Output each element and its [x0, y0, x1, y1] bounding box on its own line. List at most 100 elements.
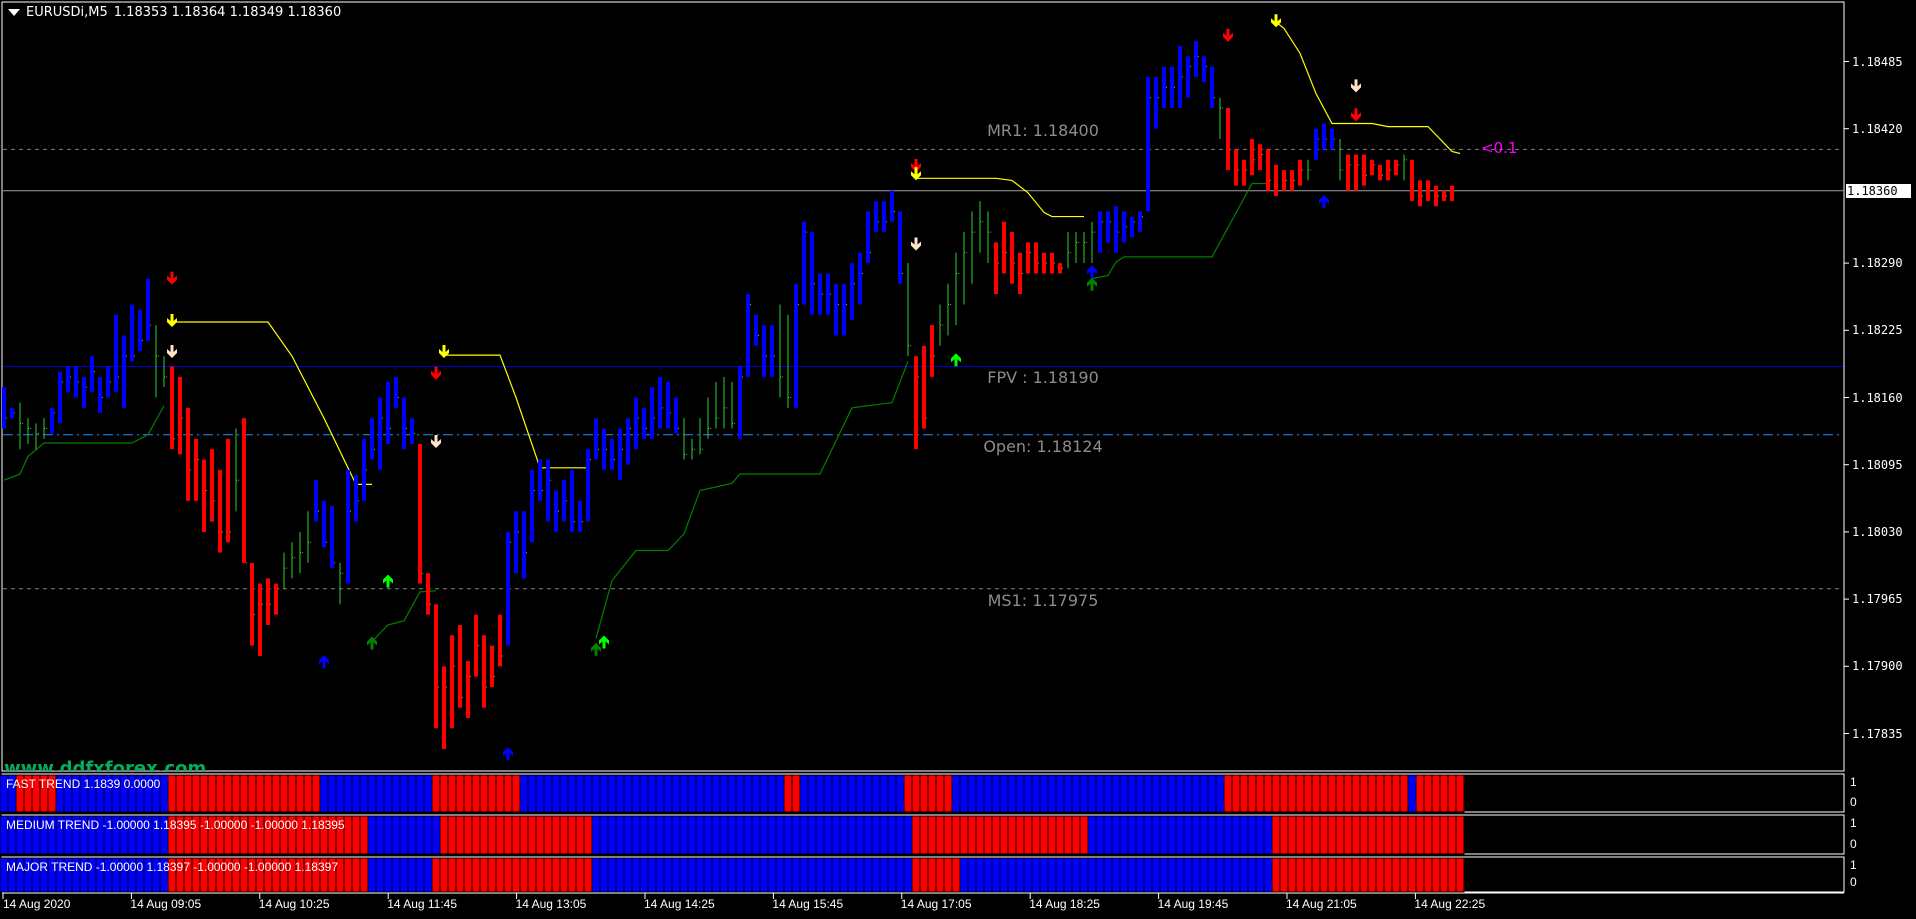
price-bar — [386, 381, 390, 445]
trend-cell — [807, 815, 817, 855]
trend-cell — [447, 815, 457, 855]
trend-cell — [519, 857, 529, 893]
price-bar — [1442, 190, 1446, 202]
trend-cell — [1199, 774, 1209, 813]
price-bar — [106, 366, 110, 398]
price-bar — [1282, 170, 1286, 191]
trend-cell — [1247, 774, 1257, 813]
trend-cell — [1263, 815, 1273, 855]
price-bar — [634, 397, 638, 450]
trend-cell — [487, 815, 497, 855]
trend-cell — [319, 774, 329, 813]
trend-cell — [1207, 815, 1217, 855]
trend-cell — [887, 774, 897, 813]
collapse-triangle-icon[interactable] — [8, 9, 20, 16]
trend-cell — [815, 774, 825, 813]
price-bar — [1026, 242, 1030, 274]
trend-cell — [455, 815, 465, 855]
trend-cell — [1255, 774, 1265, 813]
trend-cell — [1391, 857, 1401, 893]
trend-cell — [799, 857, 809, 893]
trend-cell — [503, 857, 513, 893]
trend-cell — [415, 857, 425, 893]
price-bar — [1114, 206, 1118, 253]
price-bar — [1050, 252, 1054, 274]
trend-cell — [335, 774, 345, 813]
trend-cell — [1231, 774, 1241, 813]
arrow-up-icon — [1087, 265, 1097, 279]
trend-cell — [1063, 774, 1073, 813]
price-bar — [250, 562, 254, 646]
price-bar — [850, 263, 854, 320]
trend-cell — [1367, 774, 1377, 813]
trend-cell — [447, 857, 457, 893]
price-bar — [210, 449, 214, 522]
trend-cell — [1119, 857, 1129, 893]
trend-cell — [719, 857, 729, 893]
trend-cell — [1247, 857, 1257, 893]
trend-cell — [599, 774, 609, 813]
trend-cell — [1215, 857, 1225, 893]
trend-cell — [1271, 774, 1281, 813]
trend-cell — [935, 857, 945, 893]
price-bar — [1122, 211, 1126, 243]
price-bar — [858, 252, 862, 305]
price-bar — [1314, 128, 1318, 160]
trend-cell — [967, 774, 977, 813]
price-bar — [1322, 123, 1326, 150]
trend-cell — [927, 774, 937, 813]
trend-cell — [287, 774, 297, 813]
trend-cell — [639, 815, 649, 855]
trend-cell — [1119, 774, 1129, 813]
trend-cell — [1031, 857, 1041, 893]
trend-cell — [471, 815, 481, 855]
trend-cell — [367, 857, 377, 893]
trend-cell — [1359, 857, 1369, 893]
trend-cell — [807, 857, 817, 893]
price-bar — [1034, 242, 1038, 274]
arrow-down-icon — [1271, 14, 1281, 28]
price-bar — [770, 325, 774, 377]
current-price-label: 1.18360 — [1846, 183, 1911, 198]
trend-cell — [1255, 857, 1265, 893]
trend-cell — [359, 857, 369, 893]
trend-cell — [983, 857, 993, 893]
trend-cell — [423, 815, 433, 855]
trend-cell — [863, 774, 873, 813]
trend-cell — [1031, 774, 1041, 813]
trend-cell — [351, 815, 361, 855]
trend-cell — [1007, 774, 1017, 813]
price-bar — [378, 397, 382, 470]
arrow-up-icon — [367, 636, 377, 650]
price-bar — [578, 500, 582, 532]
trend-cell — [895, 815, 905, 855]
price-bar — [882, 201, 886, 233]
price-bar — [874, 201, 878, 233]
price-bar — [538, 459, 542, 501]
trend-cell — [511, 774, 521, 813]
trend-cell — [687, 774, 697, 813]
trend-cell — [1351, 774, 1361, 813]
trend-cell — [927, 815, 937, 855]
price-bar — [458, 624, 462, 708]
trend-cell — [1431, 774, 1441, 813]
trend-cell — [527, 857, 537, 893]
trend-cell — [679, 815, 689, 855]
trend-cell — [607, 774, 617, 813]
trend-cell — [695, 857, 705, 893]
trend-cell — [543, 857, 553, 893]
price-bar — [122, 335, 126, 408]
trend-cell — [1423, 774, 1433, 813]
trend-cell — [1431, 815, 1441, 855]
trend-cell — [199, 774, 209, 813]
trend-cell — [1399, 774, 1409, 813]
trend-cell — [1183, 857, 1193, 893]
trend-cell — [943, 857, 953, 893]
trend-cell — [607, 857, 617, 893]
price-bar — [330, 506, 334, 569]
trend-cell — [775, 774, 785, 813]
trend-cell — [975, 774, 985, 813]
trend-cell — [687, 857, 697, 893]
price-bar — [762, 325, 766, 377]
